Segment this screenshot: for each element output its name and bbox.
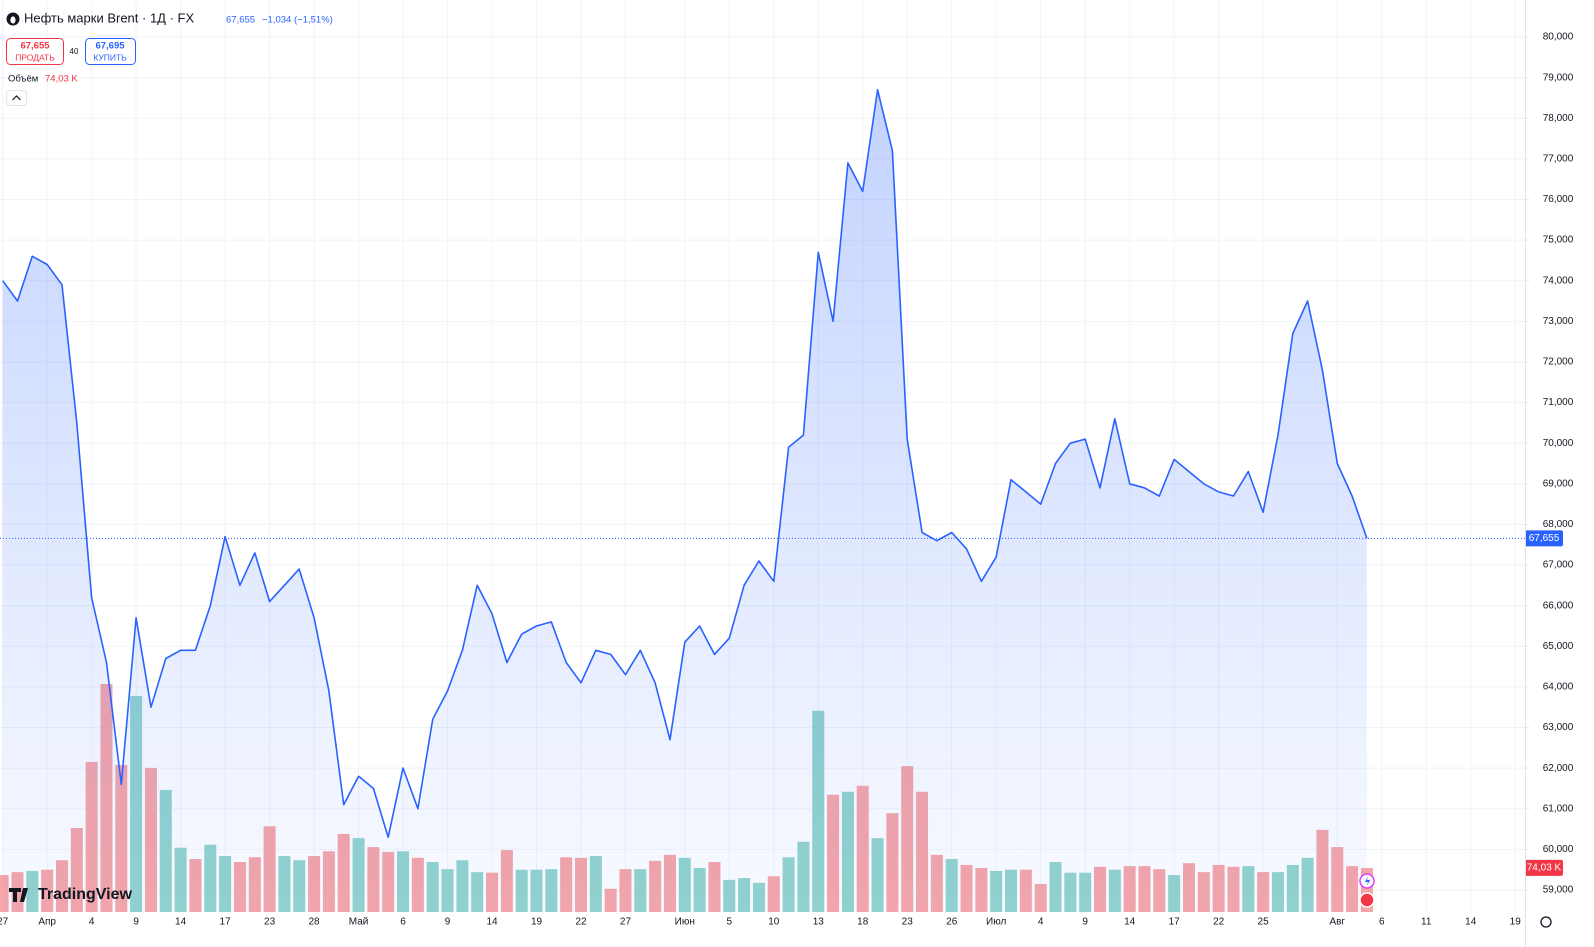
y-tick-label: 78,000 (1543, 113, 1574, 124)
x-tick-label: 23 (264, 917, 276, 928)
last-price-tag (1525, 530, 1563, 547)
y-tick-label: 60,000 (1543, 844, 1574, 855)
y-tick-label: 66,000 (1543, 600, 1574, 611)
buy-button[interactable] (85, 38, 136, 65)
x-tick-label: 17 (1169, 917, 1181, 928)
x-tick-label: 19 (1510, 917, 1522, 928)
y-tick-label: 68,000 (1543, 519, 1574, 530)
change: −1,034 (262, 15, 291, 26)
last-price: 67,655 (226, 15, 255, 26)
x-tick-label: 11 (1421, 917, 1432, 928)
volume-tag (1525, 859, 1563, 876)
x-tick-label: 27 (620, 917, 632, 928)
symbol-icon-drop (10, 16, 16, 24)
x-tick-label: 6 (1379, 917, 1385, 928)
y-tick-label: 59,000 (1543, 885, 1574, 896)
x-tick-label: 5 (727, 917, 733, 928)
volume-last: 74,03 K (45, 74, 78, 85)
y-tick-label: 69,000 (1543, 478, 1574, 489)
y-tick-label: 76,000 (1543, 194, 1574, 205)
price-area (2, 89, 1367, 912)
y-tick-label: 72,000 (1543, 357, 1574, 368)
y-tick-label: 64,000 (1543, 682, 1574, 693)
x-tick-label: Апр (38, 917, 56, 928)
x-tick-label: 9 (1082, 917, 1088, 928)
y-tick-label: 74,000 (1543, 275, 1574, 286)
x-tick-label: 4 (89, 917, 95, 928)
collapse-button[interactable] (6, 90, 27, 106)
x-tick-label: Июн (675, 917, 695, 928)
y-tick-label: 65,000 (1543, 641, 1574, 652)
y-tick-label: 79,000 (1543, 72, 1574, 83)
x-tick-label: 25 (1258, 917, 1270, 928)
sell-button[interactable] (6, 38, 64, 65)
x-tick-label: Май (349, 917, 369, 928)
x-tick-label: 27 (0, 917, 9, 928)
price-line (2, 89, 1368, 838)
settings-icon[interactable] (1540, 916, 1552, 928)
x-tick-label: 14 (486, 917, 498, 928)
event-flag[interactable] (1359, 892, 1375, 908)
y-tick-label: 63,000 (1543, 722, 1574, 733)
x-tick-label: 14 (1465, 917, 1477, 928)
volume-tag-label: 74,03 K (1527, 863, 1562, 874)
volume-title: Объём (8, 74, 38, 85)
sell-price: 67,655 (20, 41, 50, 52)
plot (0, 89, 1525, 912)
x-tick-label: 23 (902, 917, 914, 928)
y-tick-label: 71,000 (1543, 397, 1574, 408)
collapse-icon (12, 95, 21, 101)
x-tick-label: 9 (445, 917, 451, 928)
x-tick-label: 4 (1038, 917, 1044, 928)
y-tick-label: 61,000 (1543, 803, 1574, 814)
x-tick-label: 26 (946, 917, 958, 928)
buy-price: 67,695 (95, 41, 125, 52)
logo-mark (9, 888, 28, 902)
y-tick-label: 67,000 (1543, 560, 1574, 571)
y-tick-label: 80,000 (1543, 32, 1574, 43)
sell-label: ПРОДАТЬ (15, 52, 55, 62)
event-icon-glyph (1365, 876, 1370, 886)
x-tick-label: 28 (309, 917, 321, 928)
symbol-title[interactable]: Нефть марки Brent · 1Д · FX (24, 10, 194, 25)
y-tick-label: 75,000 (1543, 235, 1574, 246)
x-tick-label: Авг (1329, 917, 1345, 928)
change-percent: (−1,51%) (294, 15, 333, 26)
x-tick-label: Июл (986, 917, 1006, 928)
x-tick-label: 14 (1124, 917, 1136, 928)
x-tick-label: 17 (220, 917, 232, 928)
logo: TradingView (38, 886, 133, 903)
x-tick-label: 22 (575, 917, 587, 928)
spread: 40 (70, 47, 79, 56)
y-tick-label: 62,000 (1543, 763, 1574, 774)
x-tick-label: 18 (857, 917, 869, 928)
buy-label: КУПИТЬ (93, 52, 127, 62)
x-tick-label: 22 (1213, 917, 1225, 928)
y-tick-label: 70,000 (1543, 438, 1574, 449)
y-tick-label: 73,000 (1543, 316, 1574, 327)
x-tick-label: 19 (531, 917, 543, 928)
x-tick-label: 14 (175, 917, 187, 928)
x-tick-label: 6 (400, 917, 406, 928)
x-tick-label: 9 (133, 917, 139, 928)
y-tick-label: 77,000 (1543, 153, 1574, 164)
x-tick-label: 10 (768, 917, 780, 928)
axes: 59,000 60,000 61,000 62,000 63,000 64,000 65,0… (0, 32, 1574, 928)
x-tick-label: 13 (813, 917, 825, 928)
last-price-label: 67,655 (1529, 533, 1560, 544)
